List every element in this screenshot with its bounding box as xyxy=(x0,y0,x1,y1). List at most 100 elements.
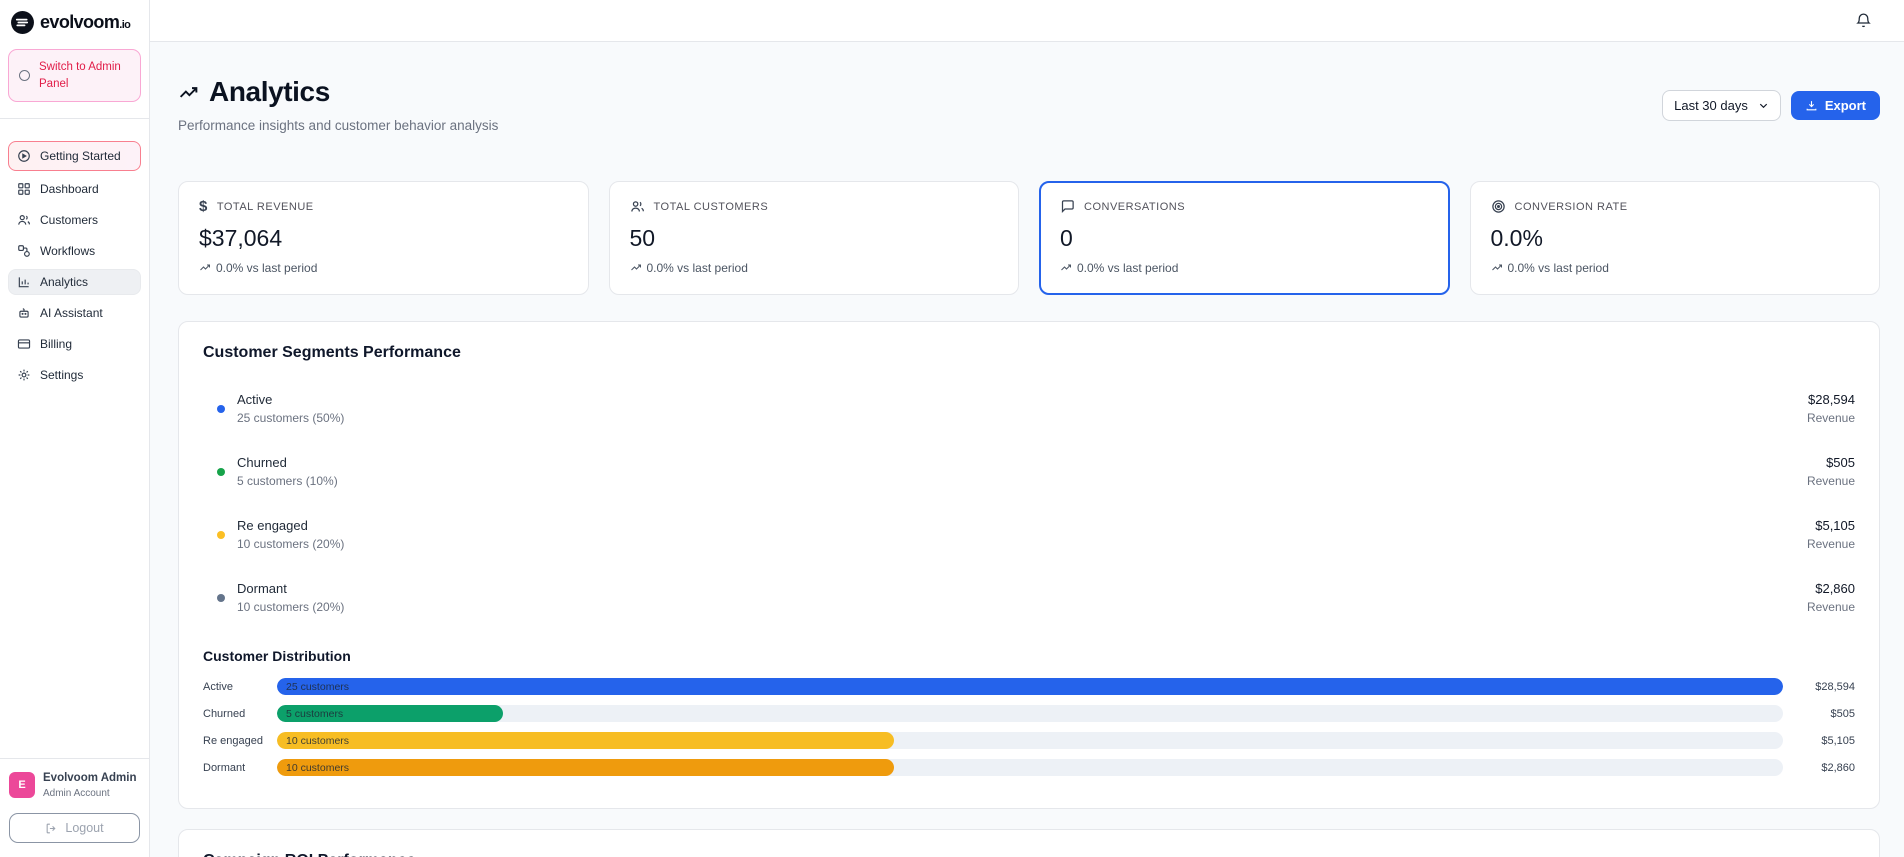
segment-count: 5 customers (10%) xyxy=(237,474,338,488)
sidebar-item-billing[interactable]: Billing xyxy=(8,331,141,357)
switch-to-admin-label: Switch to Admin Panel xyxy=(39,61,121,90)
distribution-track: 25 customers xyxy=(277,678,1783,695)
page-title: Analytics xyxy=(209,76,330,107)
sidebar-item-workflows[interactable]: Workflows xyxy=(8,238,141,264)
sidebar-item-label: Analytics xyxy=(40,275,89,290)
distribution-bar-label: 25 customers xyxy=(286,680,350,693)
gear-icon xyxy=(17,368,31,382)
bell-icon[interactable] xyxy=(1855,12,1872,29)
dollar-icon: $ xyxy=(199,198,208,215)
trending-up-icon xyxy=(1060,262,1072,274)
segment-revenue-label: Revenue xyxy=(1806,411,1855,425)
trending-up-icon xyxy=(199,262,211,274)
sidebar-item-label: Customers xyxy=(40,213,99,228)
segment-count: 10 customers (20%) xyxy=(237,537,345,551)
distribution-value: $5,105 xyxy=(1821,734,1855,747)
segment-name: Churned xyxy=(237,455,287,470)
stat-label: CONVERSATIONS xyxy=(1084,200,1186,213)
sidebar-item-dashboard[interactable]: Dashboard xyxy=(8,176,141,202)
segment-name: Re engaged xyxy=(237,518,308,533)
sidebar-item-settings[interactable]: Settings xyxy=(8,362,141,388)
circle-icon xyxy=(19,70,30,82)
stat-value: 50 xyxy=(629,225,656,251)
stat-delta-text: 0.0% vs last period xyxy=(1507,261,1609,275)
grid-icon xyxy=(17,182,31,196)
workflow-icon xyxy=(17,244,31,258)
distribution-value: $505 xyxy=(1830,707,1855,720)
distribution-track: 5 customers xyxy=(277,705,1783,722)
segment-row-churned: Churned 5 customers (10%) $505 Revenue xyxy=(203,455,1855,488)
sidebar-divider xyxy=(0,118,149,120)
trending-up-icon xyxy=(630,262,642,274)
sidebar-item-label: Getting Started xyxy=(40,149,121,164)
play-circle-icon xyxy=(17,149,31,163)
stat-card-total-revenue[interactable]: $ TOTAL REVENUE $37,064 0.0% vs last per… xyxy=(178,181,589,295)
export-button[interactable]: Export xyxy=(1790,91,1880,120)
distribution-row-active: Active 25 customers $28,594 xyxy=(203,678,1855,695)
stat-delta-text: 0.0% vs last period xyxy=(216,261,318,275)
sidebar-item-label: Settings xyxy=(40,368,84,383)
sidebar-item-label: AI Assistant xyxy=(40,306,103,321)
segment-dot xyxy=(217,530,225,539)
switch-to-admin-button[interactable]: Switch to Admin Panel xyxy=(8,49,141,103)
sidebar-item-analytics[interactable]: Analytics xyxy=(8,269,141,296)
stat-card-total-customers[interactable]: TOTAL CUSTOMERS 50 0.0% vs last period xyxy=(608,181,1019,295)
stat-label: TOTAL REVENUE xyxy=(216,200,314,213)
campaign-roi-panel: Campaign ROI Performance xyxy=(178,829,1880,857)
stat-value: 0.0% xyxy=(1490,225,1543,251)
segment-revenue-label: Revenue xyxy=(1806,474,1855,488)
logout-button[interactable]: Logout xyxy=(9,813,140,843)
logout-label: Logout xyxy=(65,821,104,835)
segment-revenue: $5,105 xyxy=(1815,518,1855,533)
page-header: Analytics Performance insights and custo… xyxy=(178,76,1880,133)
sidebar-item-label: Workflows xyxy=(40,244,96,259)
segment-row-re-engaged: Re engaged 10 customers (20%) $5,105 Rev… xyxy=(203,518,1855,551)
main-area: Analytics Performance insights and custo… xyxy=(150,0,1904,857)
segment-revenue-label: Revenue xyxy=(1806,537,1855,551)
distribution-bar: 5 customers xyxy=(277,705,503,722)
avatar: E xyxy=(9,772,35,799)
stat-card-conversion-rate[interactable]: CONVERSION RATE 0.0% 0.0% vs last period xyxy=(1469,181,1880,295)
distribution-label: Dormant xyxy=(203,761,246,774)
users-icon xyxy=(630,199,645,214)
stat-card-conversations[interactable]: CONVERSATIONS 0 0.0% vs last period xyxy=(1039,181,1450,295)
segment-count: 10 customers (20%) xyxy=(237,600,345,614)
segment-name: Active xyxy=(237,392,273,407)
stat-value: 0 xyxy=(1060,225,1073,251)
segment-revenue-label: Revenue xyxy=(1806,600,1855,614)
distribution-track: 10 customers xyxy=(277,732,1783,749)
sidebar-nav: Getting Started Dashboard Customers Work… xyxy=(0,119,149,396)
distribution-title: Customer Distribution xyxy=(203,648,351,664)
chevron-down-icon xyxy=(1758,100,1769,111)
panel-title: Campaign ROI Performance xyxy=(203,852,1855,857)
segment-row-active: Active 25 customers (50%) $28,594 Revenu… xyxy=(203,392,1855,425)
brand-logo[interactable]: evolvoom.io xyxy=(0,0,149,43)
distribution-row-churned: Churned 5 customers $505 xyxy=(203,705,1855,722)
sidebar-item-label: Dashboard xyxy=(40,182,99,197)
sidebar-item-customers[interactable]: Customers xyxy=(8,207,141,233)
users-icon xyxy=(17,213,31,227)
sidebar: evolvoom.io Switch to Admin Panel Gettin… xyxy=(0,0,150,857)
panel-title: Customer Segments Performance xyxy=(203,344,461,361)
segment-revenue: $28,594 xyxy=(1808,392,1855,407)
sidebar-item-getting-started[interactable]: Getting Started xyxy=(8,141,141,172)
segment-dot xyxy=(217,467,225,476)
trending-up-icon xyxy=(1491,262,1503,274)
customer-segments-panel: Customer Segments Performance Active 25 … xyxy=(178,321,1880,809)
segment-revenue: $2,860 xyxy=(1815,581,1855,596)
topbar xyxy=(150,0,1904,42)
distribution-bar: 25 customers xyxy=(277,678,1783,695)
page-subtitle: Performance insights and customer behavi… xyxy=(178,118,499,133)
stat-value: $37,064 xyxy=(199,225,283,251)
segment-count: 25 customers (50%) xyxy=(237,411,345,425)
sidebar-divider xyxy=(0,758,149,760)
date-range-select[interactable]: Last 30 days xyxy=(1662,90,1781,121)
user-role: Admin Account xyxy=(43,788,110,799)
sidebar-item-ai-assistant[interactable]: AI Assistant xyxy=(8,300,141,326)
segment-revenue: $505 xyxy=(1826,455,1855,470)
distribution-row-re-engaged: Re engaged 10 customers $5,105 xyxy=(203,732,1855,749)
segment-row-dormant: Dormant 10 customers (20%) $2,860 Revenu… xyxy=(203,581,1855,614)
stat-delta-text: 0.0% vs last period xyxy=(646,261,748,275)
distribution-value: $28,594 xyxy=(1815,680,1855,693)
logout-icon xyxy=(45,822,58,835)
